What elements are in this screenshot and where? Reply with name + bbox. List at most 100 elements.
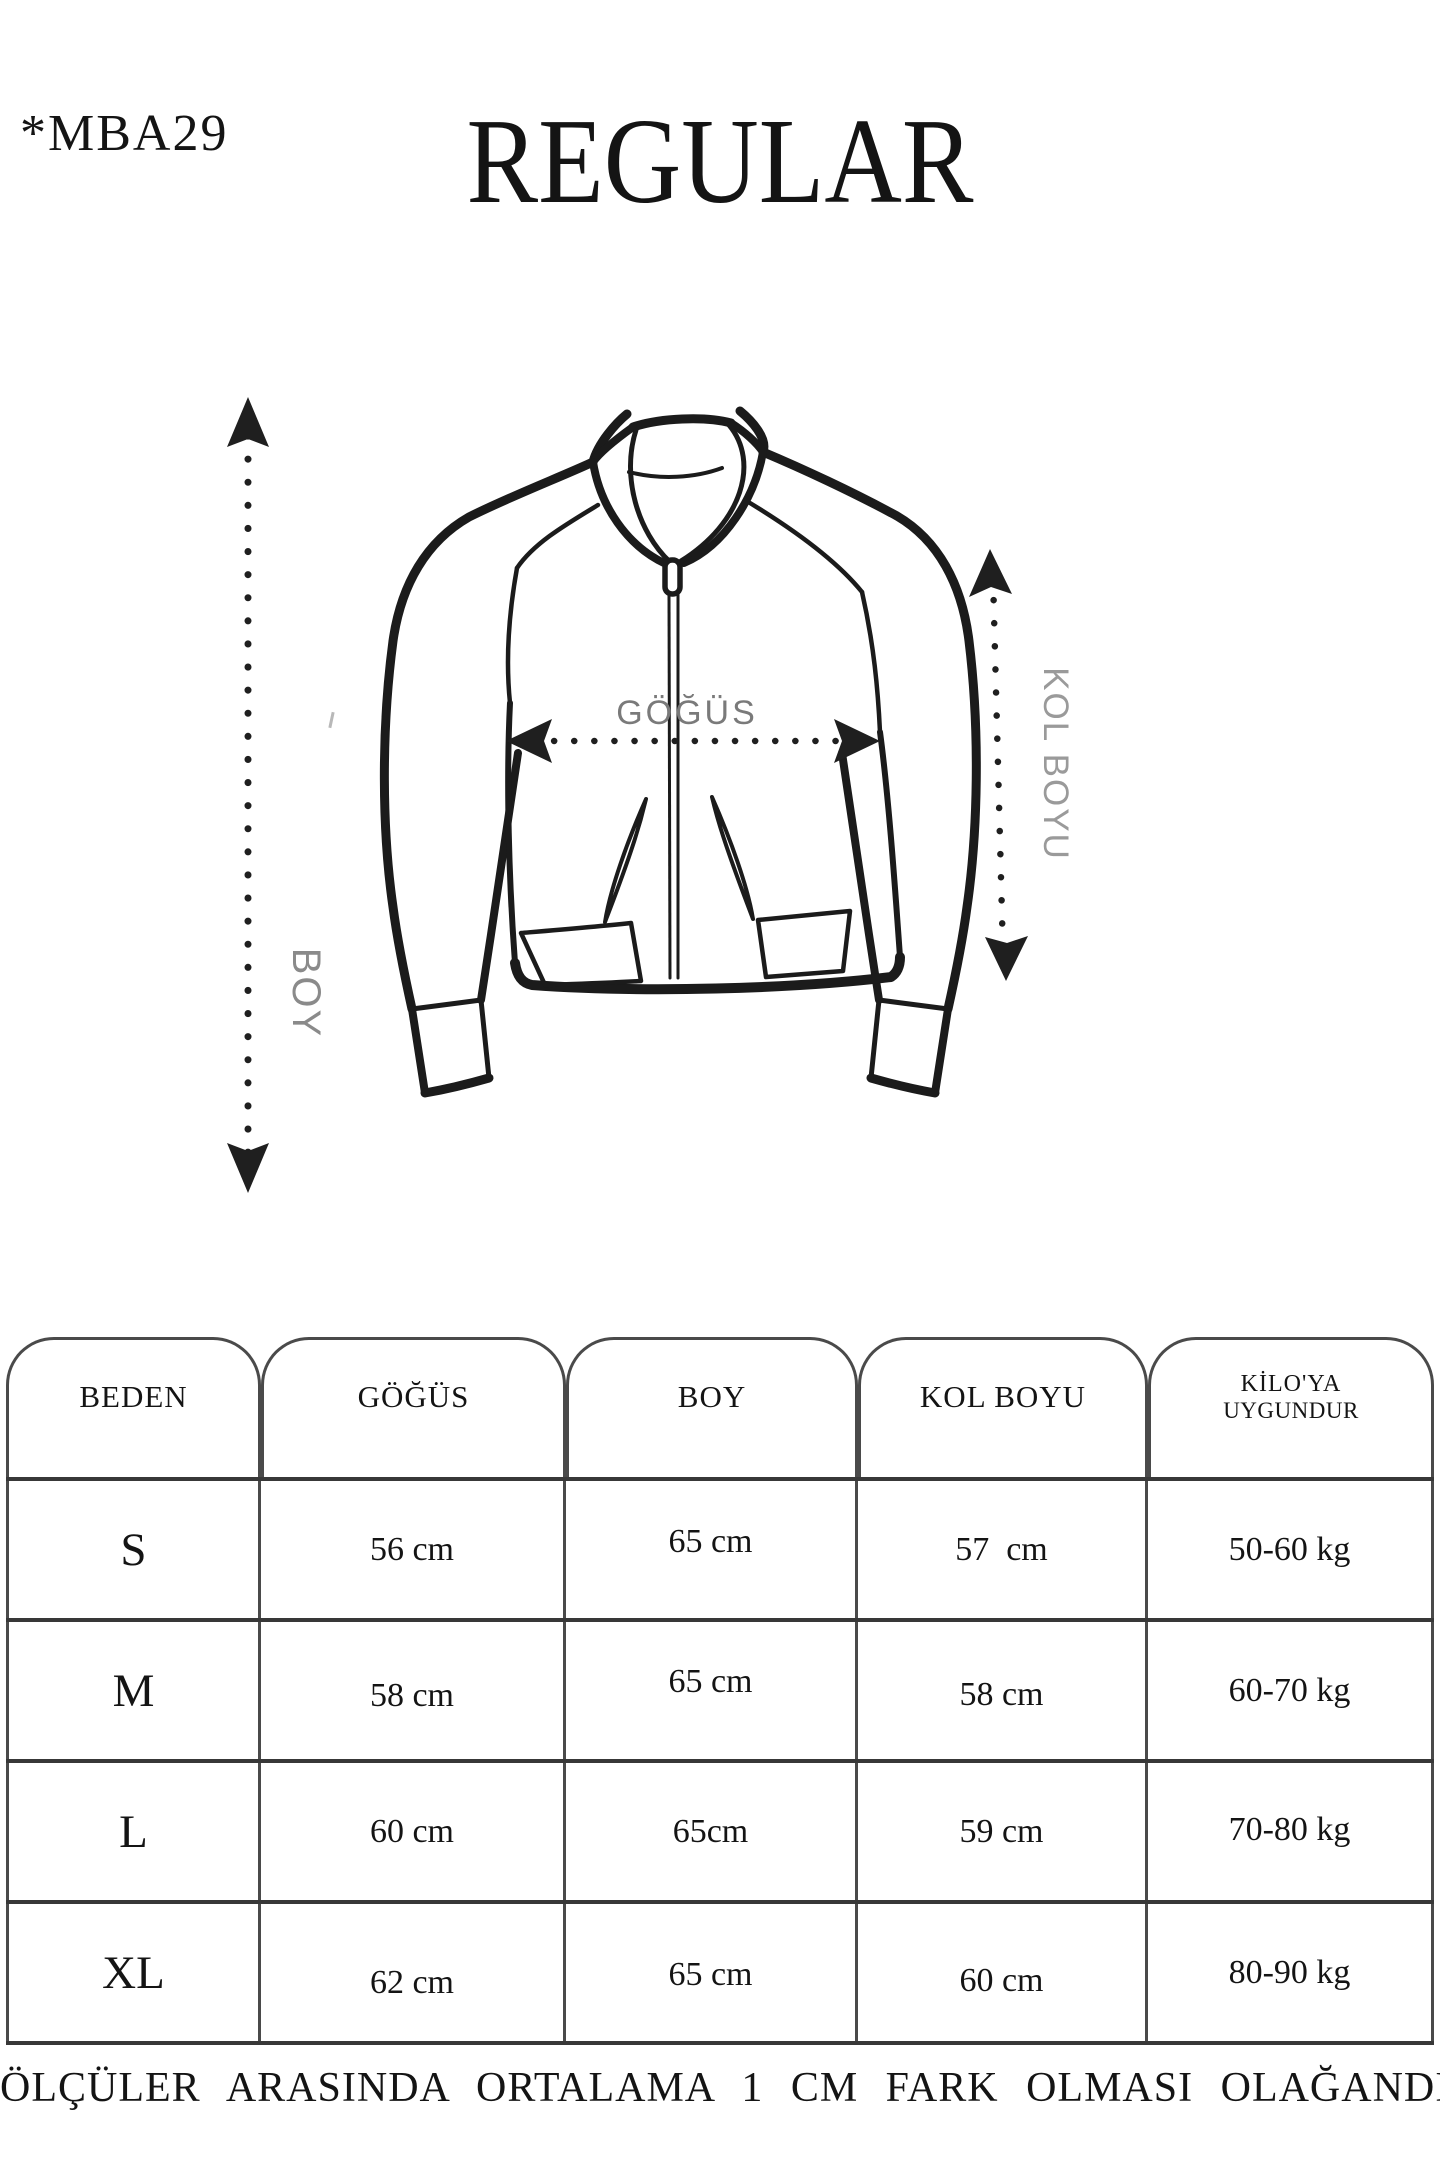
table-row-l: L 60 cm 65cm 59 cm 70-80 kg: [6, 1763, 1434, 1904]
sleeve-arrow: KOL BOYU: [969, 549, 1075, 981]
table-row-s: S 56 cm 65 cm 57 cm 50-60 kg: [6, 1481, 1434, 1622]
length-value: 65 cm: [668, 1955, 753, 1993]
length-label: BOY: [284, 948, 328, 1038]
cell-chest: 60 cm: [261, 1763, 566, 1900]
cell-length: 65 cm: [566, 1904, 858, 2041]
product-code: *MBA29: [20, 105, 229, 162]
collar-inner-right: [678, 422, 747, 564]
cell-weight: 80-90 kg: [1148, 1904, 1434, 2041]
right-yoke-seam: [742, 497, 865, 595]
sleeve-label: KOL BOYU: [1036, 667, 1075, 861]
cell-length: 65 cm: [566, 1622, 858, 1759]
sleeve-arrowhead-top: [969, 549, 1012, 597]
chest-value: 62 cm: [369, 1963, 455, 2001]
right-cuff-outer: [931, 1005, 952, 1097]
cell-sleeve: 60 cm: [858, 1904, 1148, 2041]
weight-value: 50-60 kg: [1228, 1530, 1351, 1568]
cell-size: L: [6, 1763, 261, 1900]
chest-arrowhead-left: [506, 719, 552, 763]
size-table-header: BEDEN GÖĞÜS BOY KOL BOYU KİLO'YA UYGUNDU…: [6, 1337, 1434, 1477]
tolerance-footnote: ÖLÇÜLER ARASINDA ORTALAMA 1 CM FARK OLMA…: [0, 2065, 1440, 2111]
sleeve-value: 58 cm: [959, 1675, 1044, 1713]
cell-length: 65cm: [566, 1763, 858, 1900]
chest-value: 56 cm: [369, 1530, 455, 1568]
cell-size: M: [6, 1622, 261, 1759]
sleeve-value: 60 cm: [959, 1961, 1044, 1999]
right-body-side: [877, 729, 903, 960]
hem-line: [510, 952, 905, 995]
column-header-label: BEDEN: [79, 1378, 188, 1414]
column-header-kol-boyu: KOL BOYU: [858, 1337, 1148, 1477]
column-header-beden: BEDEN: [6, 1337, 261, 1477]
size-table-body: S 56 cm 65 cm 57 cm 50-60 kg M 58 cm 65 …: [6, 1477, 1434, 2045]
cell-weight: 70-80 kg: [1148, 1763, 1434, 1900]
collar-neck-line: [627, 466, 724, 479]
cell-weight: 60-70 kg: [1148, 1622, 1434, 1759]
chest-label: GÖĞÜS: [616, 694, 758, 732]
column-header-label: KOL BOYU: [919, 1378, 1087, 1414]
chest-arrow: GÖĞÜS: [506, 694, 880, 763]
left-armhole-seam: [505, 565, 520, 706]
collar-left-lapel: [589, 458, 670, 568]
left-body-side: [505, 700, 518, 966]
cell-size: XL: [6, 1904, 261, 2041]
collar-inner-left: [628, 427, 673, 565]
column-header-boy: BOY: [566, 1337, 858, 1477]
cell-chest: 62 cm: [261, 1904, 566, 2041]
jacket-left-outline: [379, 409, 632, 1014]
sleeve-value: 59 cm: [959, 1812, 1044, 1850]
column-header-kilo: KİLO'YA UYGUNDUR: [1148, 1337, 1434, 1477]
right-cuff-bottom: [866, 1073, 940, 1098]
sleeve-arrowhead-bottom: [985, 936, 1028, 981]
left-cuff-inner: [478, 997, 492, 1081]
waistband-rib-right: [755, 908, 853, 980]
left-pocket-slit: [603, 797, 648, 924]
left-cuff-outer: [408, 1005, 429, 1097]
right-cuff-inner: [868, 997, 882, 1081]
column-header-label-line1: KİLO'YA: [1240, 1371, 1342, 1398]
column-header-label: GÖĞÜS: [357, 1378, 470, 1414]
chest-arrowhead-right: [834, 719, 880, 763]
length-value: 65cm: [672, 1812, 749, 1850]
left-cuff-top: [409, 997, 484, 1012]
jacket-drawing: [379, 406, 981, 1098]
cell-sleeve: 58 cm: [858, 1622, 1148, 1759]
cell-chest: 56 cm: [261, 1481, 566, 1618]
cell-sleeve: 59 cm: [858, 1763, 1148, 1900]
weight-value: 60-70 kg: [1228, 1671, 1351, 1709]
right-pocket-slit: [710, 795, 755, 921]
cell-weight: 50-60 kg: [1148, 1481, 1434, 1618]
length-arrowhead-top: [227, 397, 269, 447]
right-cuff-top: [876, 997, 951, 1012]
table-row-m: M 58 cm 65 cm 58 cm 60-70 kg: [6, 1622, 1434, 1763]
waistband-rib-left: [518, 920, 644, 988]
weight-value: 70-80 kg: [1228, 1810, 1351, 1848]
length-value: 65 cm: [668, 1522, 753, 1560]
size-value: L: [119, 1805, 148, 1858]
collar-top: [628, 414, 736, 432]
column-header-gogus: GÖĞÜS: [261, 1337, 566, 1477]
cell-sleeve: 57 cm: [858, 1481, 1148, 1618]
jacket-measurement-diagram: BOY GÖĞÜS KOL BOYU: [227, 397, 1075, 1193]
collar-right-lapel: [680, 448, 767, 567]
page-title: REGULAR: [466, 94, 974, 229]
size-value: M: [112, 1664, 155, 1717]
left-sleeve-inner: [477, 749, 522, 1004]
length-arrowhead-bottom: [227, 1143, 269, 1193]
column-header-label-line2: UYGUNDUR: [1223, 1398, 1359, 1424]
left-yoke-seam: [514, 502, 601, 571]
weight-value: 80-90 kg: [1228, 1953, 1351, 1991]
cell-length: 65 cm: [566, 1481, 858, 1618]
zipper-line-left: [667, 592, 672, 980]
sleeve-dotted-line: [989, 573, 1007, 957]
column-header-label: BOY: [677, 1378, 747, 1414]
size-value: S: [120, 1523, 147, 1576]
right-armhole-seam: [859, 589, 883, 735]
size-table: BEDEN GÖĞÜS BOY KOL BOYU KİLO'YA UYGUNDU…: [6, 1337, 1434, 2045]
right-sleeve-inner: [838, 749, 883, 1004]
table-row-xl: XL 62 cm 65 cm 60 cm 80-90 kg: [6, 1904, 1434, 2045]
length-arrow: BOY: [227, 397, 328, 1193]
size-value: XL: [102, 1946, 165, 1999]
jacket-right-outline: [735, 406, 981, 1014]
